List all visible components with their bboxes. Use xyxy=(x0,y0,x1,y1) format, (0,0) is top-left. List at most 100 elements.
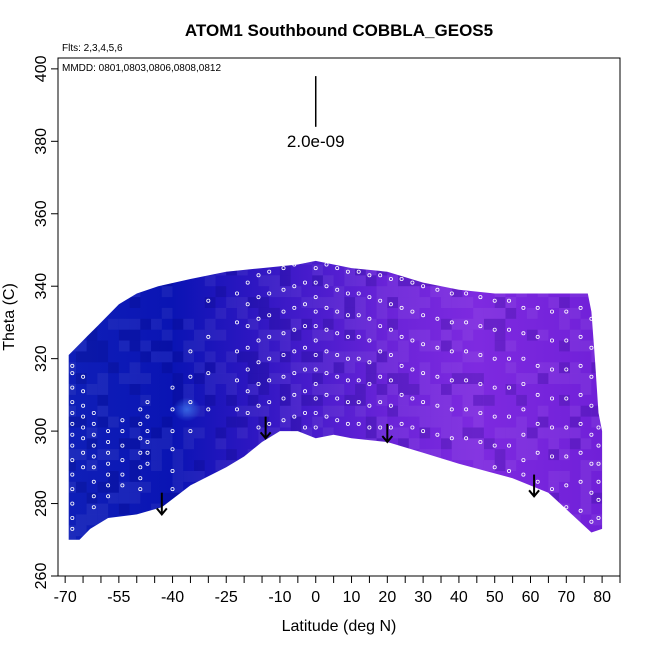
field-cell xyxy=(344,525,356,537)
field-cell xyxy=(226,449,237,461)
observation-point xyxy=(578,334,583,339)
field-cell xyxy=(387,471,398,482)
observation-point xyxy=(70,472,75,477)
field-cell xyxy=(451,297,463,308)
observation-point xyxy=(506,468,511,473)
field-cell xyxy=(301,394,313,406)
observation-point xyxy=(313,381,318,386)
field-cell xyxy=(473,481,484,493)
field-cell xyxy=(75,481,87,493)
observation-point xyxy=(521,407,526,412)
observation-point xyxy=(589,490,594,495)
field-cell xyxy=(591,416,603,428)
field-cell xyxy=(204,362,216,374)
x-tick-label: 80 xyxy=(593,589,611,606)
field-cell xyxy=(526,307,538,319)
observation-point xyxy=(589,374,594,379)
field-cell xyxy=(68,384,76,395)
field-cell xyxy=(602,341,613,352)
field-cell xyxy=(451,492,463,504)
field-cell xyxy=(204,394,216,406)
observation-point xyxy=(324,284,329,289)
field-cell xyxy=(118,260,130,265)
field-cell xyxy=(602,406,613,417)
observation-point xyxy=(388,403,393,408)
field-cell xyxy=(291,243,302,254)
observation-point xyxy=(399,363,404,368)
field-cell xyxy=(462,329,474,341)
observation-point xyxy=(138,436,143,441)
field-cell xyxy=(516,286,527,298)
field-cell xyxy=(430,394,441,406)
observation-point xyxy=(70,410,75,415)
field-cell xyxy=(312,460,323,471)
field-cell xyxy=(129,318,141,330)
field-cell xyxy=(376,297,388,308)
field-cell xyxy=(279,460,291,471)
field-cell xyxy=(97,297,109,308)
field-cell xyxy=(365,525,377,537)
field-cell xyxy=(387,329,398,341)
field-cell xyxy=(215,264,227,276)
field-cell xyxy=(258,340,270,352)
field-cell xyxy=(398,481,409,493)
field-cell xyxy=(355,384,366,395)
field-cell xyxy=(237,525,248,537)
observation-point xyxy=(335,309,340,314)
field-cell xyxy=(398,307,409,319)
field-cell xyxy=(333,260,345,265)
field-cell xyxy=(537,264,549,276)
plot-frame xyxy=(57,57,621,577)
field-cell xyxy=(68,525,76,537)
field-cell xyxy=(118,525,130,537)
observation-point xyxy=(188,349,193,354)
field-cell xyxy=(430,449,441,461)
observation-point xyxy=(106,439,111,444)
observation-point xyxy=(435,403,440,408)
field-cell xyxy=(430,525,441,537)
field-cell xyxy=(312,351,323,363)
field-cell xyxy=(559,260,570,265)
field-cell xyxy=(355,536,366,540)
field-cell xyxy=(97,405,109,417)
field-cell xyxy=(484,307,495,319)
field-cell xyxy=(129,329,141,341)
y-tick-label: 360 xyxy=(33,200,50,227)
field-cell xyxy=(290,394,302,406)
observation-point xyxy=(324,327,329,332)
field-cell xyxy=(301,318,313,330)
field-cell xyxy=(591,286,603,298)
field-cell xyxy=(269,243,280,254)
observation-point xyxy=(70,432,75,437)
field-cell xyxy=(602,319,613,330)
field-cell xyxy=(441,260,452,265)
scale-bar-label: 2.0e-09 xyxy=(287,132,345,151)
observation-point xyxy=(506,327,511,332)
observation-point xyxy=(492,465,497,470)
observation-point xyxy=(81,414,86,419)
observation-point xyxy=(521,381,526,386)
field-cell xyxy=(194,492,205,504)
field-cell xyxy=(494,264,506,276)
observation-point xyxy=(267,378,272,383)
field-cell xyxy=(420,243,431,254)
field-cell xyxy=(215,492,227,504)
field-cell xyxy=(484,525,495,537)
field-cell xyxy=(118,264,130,276)
field-cell xyxy=(247,394,259,406)
observation-point xyxy=(324,349,329,354)
observation-point xyxy=(345,291,350,296)
field-cell xyxy=(569,427,581,439)
field-cell xyxy=(118,503,130,515)
field-cell xyxy=(140,351,151,363)
field-cell xyxy=(322,427,334,439)
field-cell xyxy=(494,460,506,471)
field-cell xyxy=(387,362,398,374)
field-cell xyxy=(172,525,184,537)
observation-point xyxy=(506,414,511,419)
observation-point xyxy=(206,407,211,412)
field-cell xyxy=(269,373,280,384)
field-cell xyxy=(548,373,560,384)
field-cell xyxy=(172,460,184,471)
observation-point xyxy=(421,342,426,347)
